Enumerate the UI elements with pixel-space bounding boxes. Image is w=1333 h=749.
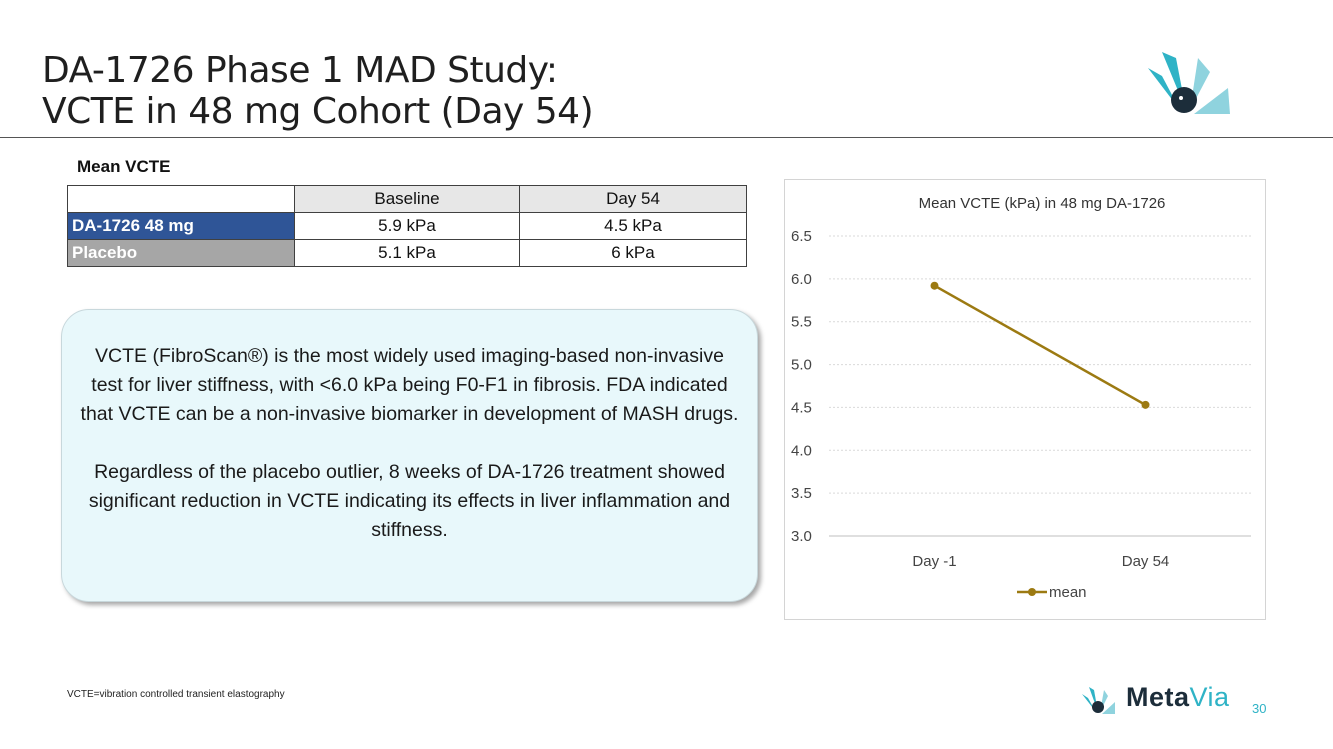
legend-label: mean: [1049, 584, 1087, 601]
brand-name: MetaVia: [1126, 682, 1230, 713]
table-cell-day54: 4.5 kPa: [519, 212, 747, 240]
table-row-label: Placebo: [67, 239, 295, 267]
callout-box: VCTE (FibroScan®) is the most widely use…: [61, 309, 758, 602]
y-tick-label: 4.0: [791, 442, 812, 459]
title-line-2: VCTE in 48 mg Cohort (Day 54): [42, 91, 594, 132]
chart-canvas: Mean VCTE (kPa) in 48 mg DA-1726 3.0 3.5 4.…: [791, 195, 1251, 601]
brand-name-meta: Meta: [1126, 682, 1190, 712]
page-number: 30: [1252, 701, 1267, 716]
section-label: Mean VCTE: [77, 157, 171, 176]
y-tick-label: 5.0: [791, 357, 812, 374]
title-line-1: DA-1726 Phase 1 MAD Study:: [42, 50, 558, 91]
slide-title: DA-1726 Phase 1 MAD Study: VCTE in 48 mg…: [42, 50, 594, 132]
table-row-label: DA-1726 48 mg: [67, 212, 295, 240]
table-header-baseline: Baseline: [294, 185, 520, 213]
y-tick-label: 4.5: [791, 399, 812, 416]
callout-paragraph-1: VCTE (FibroScan®) is the most widely use…: [80, 345, 739, 425]
vcte-table: Baseline Day 54 DA-1726 48 mg 5.9 kPa 4.…: [67, 185, 747, 267]
brand-name-via: Via: [1189, 682, 1230, 712]
table-header-row: Baseline Day 54: [67, 185, 747, 213]
vcte-line-chart: Mean VCTE (kPa) in 48 mg DA-1726 3.0 3.5 4.…: [784, 179, 1266, 620]
x-tick-label: Day -1: [912, 553, 956, 570]
metavia-brand-icon: [1082, 687, 1115, 714]
legend-marker: [1028, 588, 1036, 596]
table-row-placebo: Placebo 5.1 kPa 6 kPa: [67, 239, 747, 267]
y-tick-label: 3.5: [791, 485, 812, 502]
series-line-mean: [933, 284, 1147, 406]
table-cell-baseline: 5.1 kPa: [294, 239, 520, 267]
table-header-day54: Day 54: [519, 185, 747, 213]
metavia-flower-logo-icon: [1148, 52, 1230, 114]
data-point: [1141, 400, 1150, 409]
table-cell-day54: 6 kPa: [519, 239, 747, 267]
y-tick-label: 6.0: [791, 271, 812, 288]
table-cell-baseline: 5.9 kPa: [294, 212, 520, 240]
table-row-drug: DA-1726 48 mg 5.9 kPa 4.5 kPa: [67, 212, 747, 240]
y-tick-label: 5.5: [791, 314, 812, 331]
data-point: [930, 281, 939, 290]
y-tick-label: 6.5: [791, 228, 812, 245]
y-tick-label: 3.0: [791, 528, 812, 545]
footnote: VCTE=vibration controlled transient elas…: [67, 689, 285, 700]
title-divider: [0, 137, 1333, 138]
x-tick-label: Day 54: [1122, 553, 1170, 570]
chart-title: Mean VCTE (kPa) in 48 mg DA-1726: [919, 195, 1166, 212]
table-header-blank: [67, 185, 295, 213]
callout-paragraph-2: Regardless of the placebo outlier, 8 wee…: [88, 461, 731, 541]
